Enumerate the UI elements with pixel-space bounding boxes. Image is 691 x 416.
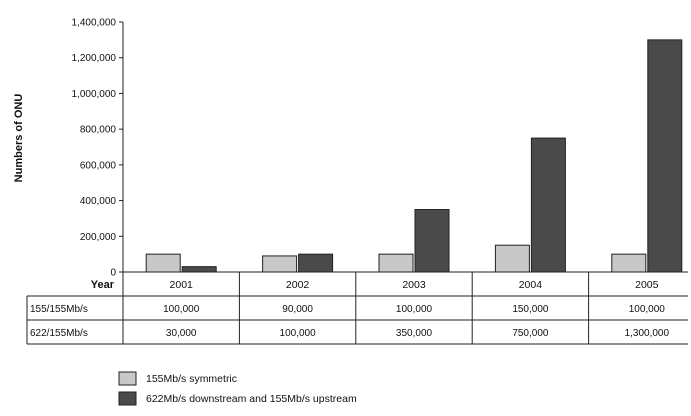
table-cell: 100,000 [629,304,666,315]
category-label: 2004 [519,279,543,291]
bar-622-downstream [181,266,217,273]
bar-155-symmetric [378,253,414,273]
y-tick-label: 200,000 [80,232,117,243]
row-label: 622/155Mb/s [30,328,88,339]
y-tick-label: 600,000 [80,160,117,171]
y-tick-label: 1,200,000 [72,53,117,64]
table-cell: 100,000 [396,304,433,315]
legend: 155Mb/s symmetric 622Mb/s downstream and … [118,371,357,406]
table-cell: 30,000 [166,328,197,339]
category-label: 2005 [635,279,659,291]
legend-swatch [118,371,137,386]
bar-155-symmetric [262,255,298,273]
table-cell: 90,000 [282,304,313,315]
y-axis: 0 200,000 400,000 600,000 800,000 1,000,000 1,… [72,18,124,279]
bar-622-downstream [298,253,334,273]
y-axis-label: Numbers of ONU [13,94,25,183]
table-cell: 350,000 [396,328,433,339]
table-cell: 100,000 [163,304,200,315]
table-cell: 750,000 [512,328,549,339]
bar-622-downstream [647,39,683,273]
legend-label: 155Mb/s symmetric [146,373,237,385]
bar-155-symmetric [494,244,530,273]
legend-label: 622Mb/s downstream and 155Mb/s upstream [146,393,357,405]
data-table: Year 2001 2002 2003 2004 2005 155/155Mb/s 100,0… [26,271,688,345]
bar-622-downstream [414,209,450,273]
bars-group [145,39,683,273]
table-cell: 100,000 [280,328,317,339]
bar-155-symmetric [611,253,647,273]
legend-swatch [118,391,137,406]
category-label: 2001 [170,279,194,291]
table-cell: 1,300,000 [625,328,670,339]
y-tick-label: 1,400,000 [72,18,117,29]
table-cell: 150,000 [512,304,549,315]
bar-155-symmetric [145,253,181,273]
y-tick-label: 400,000 [80,196,117,207]
y-tick-label: 0 [110,268,116,279]
bar-622-downstream [530,137,566,273]
year-label: Year [91,279,115,291]
y-tick-label: 1,000,000 [72,89,117,100]
category-label: 2003 [402,279,426,291]
row-label: 155/155Mb/s [30,304,88,315]
y-tick-label: 800,000 [80,125,117,136]
category-label: 2002 [286,279,310,291]
